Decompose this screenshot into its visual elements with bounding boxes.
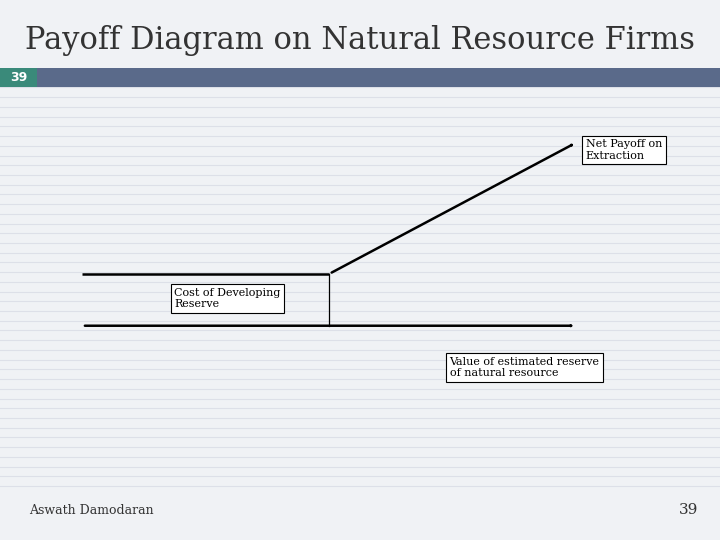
Text: Value of estimated reserve
of natural resource: Value of estimated reserve of natural re…	[449, 357, 600, 379]
Text: Aswath Damodaran: Aswath Damodaran	[29, 504, 153, 517]
Text: Cost of Developing
Reserve: Cost of Developing Reserve	[174, 288, 280, 309]
Text: Net Payoff on
Extraction: Net Payoff on Extraction	[586, 139, 662, 161]
FancyBboxPatch shape	[0, 68, 37, 87]
Text: 39: 39	[679, 503, 698, 517]
Text: Payoff Diagram on Natural Resource Firms: Payoff Diagram on Natural Resource Firms	[25, 25, 695, 56]
Text: 39: 39	[10, 71, 27, 84]
FancyBboxPatch shape	[0, 68, 720, 87]
